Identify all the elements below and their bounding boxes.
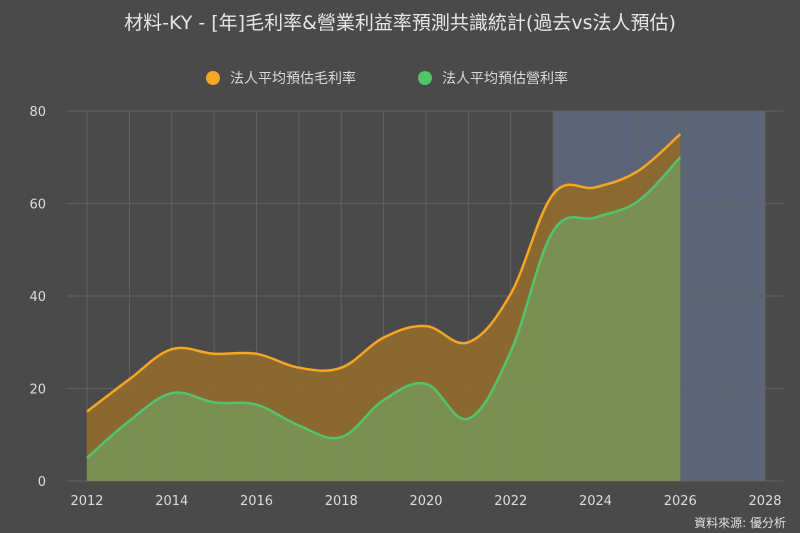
x-axis-ticks: 2012 2014 2016 2018 2020 2022 2024 2026 2028 [70,494,781,509]
source-note: 資料來源: 優分析 [694,516,786,530]
series-line-gross-margin[interactable] [86,133,682,413]
x-tick-label: 2012 [70,494,103,509]
x-tick-label: 2024 [579,494,612,509]
series-areas [87,134,681,482]
x-tick-label: 2022 [494,494,527,509]
series-area-operating-margin [87,157,681,482]
x-tick-label: 2018 [325,494,358,509]
legend-marker-operating-margin [418,71,432,85]
x-tick-label: 2016 [240,494,273,509]
y-tick-label: 20 [29,383,46,398]
x-tick-label: 2028 [748,494,781,509]
y-tick-label: 80 [29,105,46,120]
chart-title: 材料-KY - [年]毛利率&營業利益率預測共識統計(過去vs法人預估) [124,12,676,34]
legend-label-operating-margin[interactable]: 法人平均預估營利率 [442,70,568,87]
series-lines [86,133,682,459]
y-tick-label: 40 [29,290,46,305]
legend-label-gross-margin[interactable]: 法人平均預估毛利率 [230,70,356,87]
series-line-operating-margin[interactable] [86,156,682,459]
x-tick-label: 2026 [664,494,697,509]
x-tick-label: 2020 [409,494,442,509]
legend[interactable]: 法人平均預估毛利率 法人平均預估營利率 [206,70,568,87]
y-axis-ticks: 0 20 40 60 80 [29,105,46,490]
legend-marker-gross-margin [206,71,220,85]
y-tick-label: 60 [29,198,46,213]
x-tick-label: 2014 [155,494,188,509]
y-tick-label: 0 [38,475,46,490]
